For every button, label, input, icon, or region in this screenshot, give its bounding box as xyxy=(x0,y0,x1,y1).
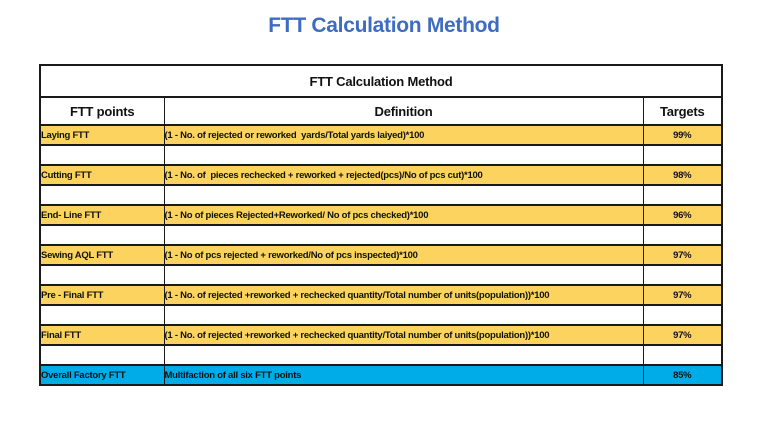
definition-cell: (1 - No of pcs rejected + reworked/No of… xyxy=(163,244,644,266)
definition-cell: (1 - No. of rejected +reworked + recheck… xyxy=(163,324,644,346)
spacer-row xyxy=(39,264,723,286)
ftt-point-cell: Cutting FTT xyxy=(39,164,165,186)
page-title: FTT Calculation Method xyxy=(268,14,500,37)
spacer-row xyxy=(39,224,723,246)
spacer-row xyxy=(39,304,723,326)
definition-cell: (1 - No. of rejected or reworked yards/T… xyxy=(163,124,644,146)
table-row-laying-ftt: Laying FTT (1 - No. of rejected or rewor… xyxy=(39,124,723,146)
ftt-point-cell: Pre - Final FTT xyxy=(39,284,165,306)
table-row-overall-factory-ftt: Overall Factory FTT Multifaction of all … xyxy=(39,364,723,386)
ftt-point-cell: End- Line FTT xyxy=(39,204,165,226)
table-row-end-line-ftt: End- Line FTT (1 - No of pieces Rejected… xyxy=(39,204,723,226)
ftt-point-cell: Overall Factory FTT xyxy=(39,364,165,386)
column-header-definition: Definition xyxy=(163,96,644,126)
target-cell: 97% xyxy=(642,324,723,346)
column-header-ftt-points: FTT points xyxy=(39,96,165,126)
definition-cell: Multifaction of all six FTT points xyxy=(163,364,644,386)
spacer-row xyxy=(39,184,723,206)
table-row-cutting-ftt: Cutting FTT (1 - No. of pieces rechecked… xyxy=(39,164,723,186)
target-cell: 97% xyxy=(642,244,723,266)
ftt-point-cell: Final FTT xyxy=(39,324,165,346)
ftt-point-cell: Sewing AQL FTT xyxy=(39,244,165,266)
table-title: FTT Calculation Method xyxy=(39,64,723,98)
definition-cell: (1 - No. of pieces rechecked + reworked … xyxy=(163,164,644,186)
target-cell: 97% xyxy=(642,284,723,306)
definition-cell: (1 - No of pieces Rejected+Reworked/ No … xyxy=(163,204,644,226)
definition-cell: (1 - No. of rejected +reworked + recheck… xyxy=(163,284,644,306)
table-row-pre-final-ftt: Pre - Final FTT (1 - No. of rejected +re… xyxy=(39,284,723,306)
table-header-row: FTT points Definition Targets xyxy=(39,96,723,126)
table-row-final-ftt: Final FTT (1 - No. of rejected +reworked… xyxy=(39,324,723,346)
ftt-point-cell: Laying FTT xyxy=(39,124,165,146)
table-row-sewing-aql-ftt: Sewing AQL FTT (1 - No of pcs rejected +… xyxy=(39,244,723,266)
target-cell: 96% xyxy=(642,204,723,226)
ftt-calculation-table: FTT Calculation Method FTT points Defini… xyxy=(39,64,723,386)
target-cell: 99% xyxy=(642,124,723,146)
column-header-targets: Targets xyxy=(642,96,723,126)
target-cell: 98% xyxy=(642,164,723,186)
target-cell: 85% xyxy=(642,364,723,386)
table-title-row: FTT Calculation Method xyxy=(39,64,723,98)
spacer-row xyxy=(39,144,723,166)
spacer-row xyxy=(39,344,723,366)
